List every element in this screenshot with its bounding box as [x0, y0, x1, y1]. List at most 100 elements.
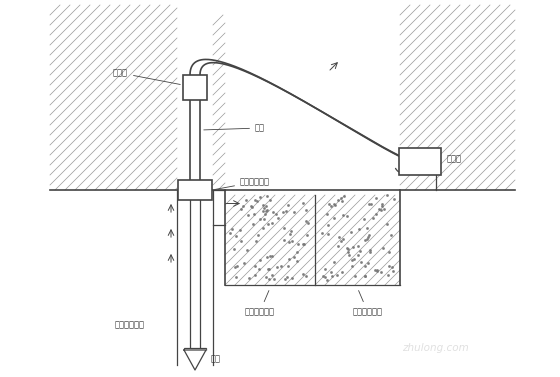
- Point: [287, 275, 296, 281]
- Point: [276, 263, 285, 269]
- Point: [354, 226, 363, 232]
- Point: [285, 239, 294, 245]
- Point: [384, 249, 393, 255]
- Point: [262, 208, 270, 214]
- Point: [353, 242, 362, 248]
- Point: [347, 257, 356, 263]
- Point: [365, 233, 374, 239]
- Point: [267, 221, 276, 227]
- Point: [385, 264, 394, 270]
- Point: [280, 276, 289, 282]
- Point: [356, 259, 365, 265]
- Point: [283, 263, 292, 269]
- Point: [244, 275, 253, 281]
- Point: [242, 247, 251, 253]
- Point: [326, 203, 335, 209]
- Point: [377, 201, 386, 207]
- Point: [263, 193, 272, 199]
- Point: [364, 201, 373, 207]
- Point: [300, 241, 309, 247]
- Text: 钻杆: 钻杆: [204, 124, 265, 132]
- Point: [255, 266, 264, 272]
- Point: [253, 198, 262, 204]
- Point: [378, 245, 387, 251]
- Text: 泥浆循环方向: 泥浆循环方向: [115, 320, 145, 329]
- Text: 水龙头: 水龙头: [113, 69, 180, 84]
- Point: [363, 225, 372, 231]
- Point: [344, 252, 353, 258]
- Text: 沉淀池及沉淀: 沉淀池及沉淀: [245, 291, 275, 316]
- Point: [236, 227, 245, 233]
- Point: [382, 221, 391, 227]
- Point: [283, 202, 292, 208]
- Point: [301, 207, 310, 213]
- Point: [254, 232, 263, 238]
- Point: [372, 268, 381, 274]
- Point: [260, 211, 269, 217]
- Bar: [399, 148, 441, 175]
- Point: [255, 257, 264, 264]
- Point: [265, 253, 274, 259]
- Point: [343, 213, 352, 219]
- Point: [337, 198, 346, 204]
- Point: [363, 234, 372, 240]
- Point: [329, 201, 338, 207]
- Point: [330, 259, 339, 265]
- Point: [274, 215, 283, 221]
- Point: [259, 202, 268, 208]
- Point: [372, 211, 381, 217]
- Point: [326, 269, 335, 275]
- Point: [268, 253, 277, 259]
- Point: [279, 225, 288, 231]
- Point: [236, 238, 245, 244]
- Point: [267, 272, 276, 278]
- Point: [333, 272, 342, 278]
- Point: [335, 234, 344, 240]
- Point: [325, 201, 334, 207]
- Point: [377, 207, 386, 213]
- Point: [334, 243, 343, 249]
- Point: [298, 200, 307, 206]
- Point: [282, 274, 291, 280]
- Point: [372, 267, 381, 273]
- Point: [236, 206, 245, 212]
- Point: [354, 251, 363, 257]
- Point: [230, 246, 239, 252]
- Point: [336, 195, 345, 201]
- Point: [286, 231, 295, 237]
- Point: [269, 276, 278, 282]
- Point: [256, 216, 265, 222]
- Point: [250, 197, 259, 203]
- Point: [356, 248, 365, 254]
- Point: [251, 238, 260, 244]
- Point: [259, 208, 268, 215]
- Point: [360, 273, 369, 279]
- Point: [281, 208, 290, 215]
- Text: 泥浆池及泥浆: 泥浆池及泥浆: [352, 291, 382, 316]
- Point: [302, 273, 311, 279]
- Point: [260, 205, 269, 211]
- Point: [389, 268, 398, 274]
- Text: 钻头: 钻头: [211, 354, 221, 363]
- Polygon shape: [184, 350, 206, 370]
- Point: [361, 273, 370, 279]
- Point: [390, 196, 399, 202]
- Point: [264, 221, 273, 227]
- Point: [239, 203, 248, 209]
- Point: [323, 211, 332, 217]
- Point: [384, 272, 393, 278]
- Point: [232, 233, 241, 239]
- Point: [290, 209, 299, 215]
- Point: [347, 229, 356, 235]
- Point: [366, 247, 375, 253]
- Point: [264, 276, 273, 282]
- Point: [303, 232, 312, 238]
- Point: [262, 254, 271, 260]
- Point: [293, 241, 302, 247]
- Point: [285, 256, 294, 262]
- Point: [262, 274, 270, 280]
- Point: [339, 212, 348, 218]
- Point: [250, 211, 259, 218]
- Point: [382, 192, 391, 198]
- Point: [321, 274, 330, 280]
